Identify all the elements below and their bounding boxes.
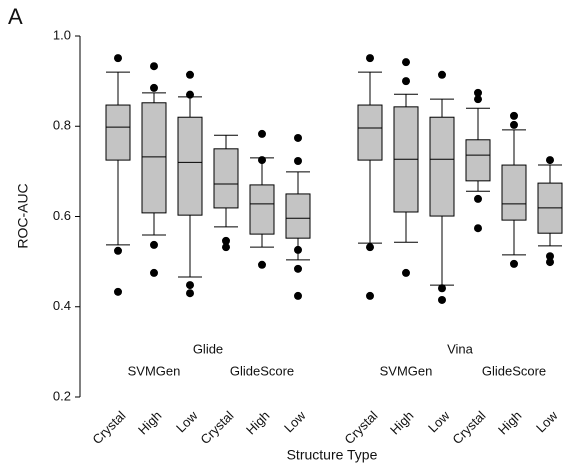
outlier	[474, 194, 482, 203]
outlier	[366, 291, 374, 300]
outlier	[294, 156, 302, 165]
box	[213, 148, 239, 209]
y-axis-title: ROC-AUC	[15, 183, 31, 248]
outlier	[150, 240, 158, 249]
outlier	[186, 289, 194, 298]
box	[105, 104, 131, 161]
outlier	[474, 224, 482, 233]
y-tick-label: 0.4	[53, 298, 71, 313]
outlier	[510, 259, 518, 268]
x-tick-label: Low	[425, 408, 453, 436]
x-tick-label: High	[495, 408, 525, 438]
outlier	[186, 90, 194, 99]
outlier	[546, 258, 554, 267]
box	[285, 193, 311, 239]
outlier	[366, 54, 374, 63]
x-tick-label: Crystal	[197, 408, 236, 447]
x-tick-label: High	[387, 408, 417, 438]
x-tick-label: High	[243, 408, 273, 438]
box	[429, 116, 455, 217]
outlier	[294, 245, 302, 254]
group-label: Vina	[447, 341, 474, 356]
outlier	[438, 284, 446, 293]
outlier	[114, 287, 122, 296]
subgroup-label: SVMGen	[380, 363, 433, 378]
outlier	[438, 295, 446, 304]
box	[465, 139, 491, 182]
outlier	[114, 54, 122, 63]
subgroup-label: GlideScore	[482, 363, 546, 378]
x-tick-label: Crystal	[341, 408, 380, 447]
outlier	[258, 129, 266, 138]
subgroup-label: GlideScore	[230, 363, 294, 378]
outlier	[258, 156, 266, 165]
outlier	[438, 70, 446, 79]
box	[141, 102, 167, 214]
x-tick-label: Low	[533, 408, 561, 436]
outlier	[474, 88, 482, 97]
y-tick-label: 1.0	[53, 27, 71, 42]
outlier	[150, 83, 158, 92]
x-tick-label: Low	[281, 408, 309, 436]
box	[249, 184, 275, 235]
outlier	[510, 111, 518, 120]
box	[501, 164, 527, 221]
x-axis-title: Structure Type	[287, 447, 378, 463]
outlier	[150, 62, 158, 71]
x-tick-label: Crystal	[449, 408, 488, 447]
y-tick-label: 0.2	[53, 388, 71, 403]
outlier	[294, 133, 302, 142]
outlier	[366, 243, 374, 252]
outlier	[294, 291, 302, 300]
outlier	[186, 70, 194, 79]
outlier	[474, 95, 482, 104]
x-tick-label: Crystal	[89, 408, 128, 447]
outlier	[510, 120, 518, 129]
outlier	[294, 264, 302, 273]
y-tick-label: 0.8	[53, 118, 71, 133]
outlier	[222, 243, 230, 252]
outlier	[186, 281, 194, 290]
outlier	[402, 268, 410, 277]
outlier	[258, 260, 266, 269]
outlier	[222, 236, 230, 245]
x-tick-label: High	[135, 408, 165, 438]
box	[357, 104, 383, 161]
y-tick-label: 0.6	[53, 208, 71, 223]
outlier	[402, 58, 410, 67]
panel-label: A	[8, 4, 23, 29]
x-tick-label: Low	[173, 408, 201, 436]
outlier	[546, 156, 554, 165]
box	[177, 116, 203, 216]
outlier	[546, 252, 554, 261]
outlier	[402, 77, 410, 86]
outlier	[114, 246, 122, 255]
subgroup-label: SVMGen	[128, 363, 181, 378]
group-label: Glide	[193, 341, 223, 356]
outlier	[150, 268, 158, 277]
